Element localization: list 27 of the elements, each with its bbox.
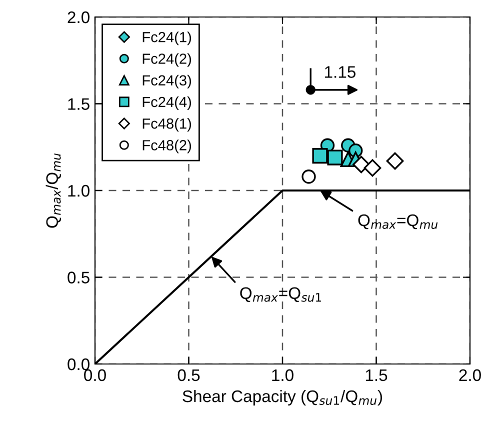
annotation: Q$_{max}$=Q$_{mu}$ [358,214,438,230]
y-tick-label: 1.0 [68,184,90,197]
x-tick-label: 1.0 [272,369,294,382]
y-tick-label: 0.0 [68,358,90,370]
legend-label: Fc24(3) [142,74,192,88]
x-tick-label: 1.5 [366,369,388,382]
x-tick-label: 0.5 [178,369,200,382]
point [386,152,404,170]
y-tick-label: 1.5 [68,98,90,110]
point [327,150,343,166]
legend-label: Fc24(1) [142,32,192,46]
x-tick-label: 0.0 [84,369,106,382]
legend-label: Fc24(4) [142,96,192,110]
y-axis-title: Q$_{max}$/Q$_{mu}$ [46,154,62,228]
point [302,170,316,184]
annotation: Q$_{max}$=Q$_{su1}$ [240,287,322,302]
annotation: 1.15 [325,66,356,78]
point [352,156,370,174]
y-tick-label: 2.0 [68,11,90,24]
y-tick-label: 0.5 [68,272,90,284]
legend-label: Fc24(2) [142,53,192,67]
x-tick-label: 2.0 [459,369,481,382]
legend-label: Fc48(2) [142,140,192,154]
point [364,159,382,177]
point [312,148,328,164]
x-axis-title: Shear Capacity (Q$_{su1}$/Q$_{mu}$) [182,390,382,406]
legend-label: Fc48(1) [142,118,192,132]
